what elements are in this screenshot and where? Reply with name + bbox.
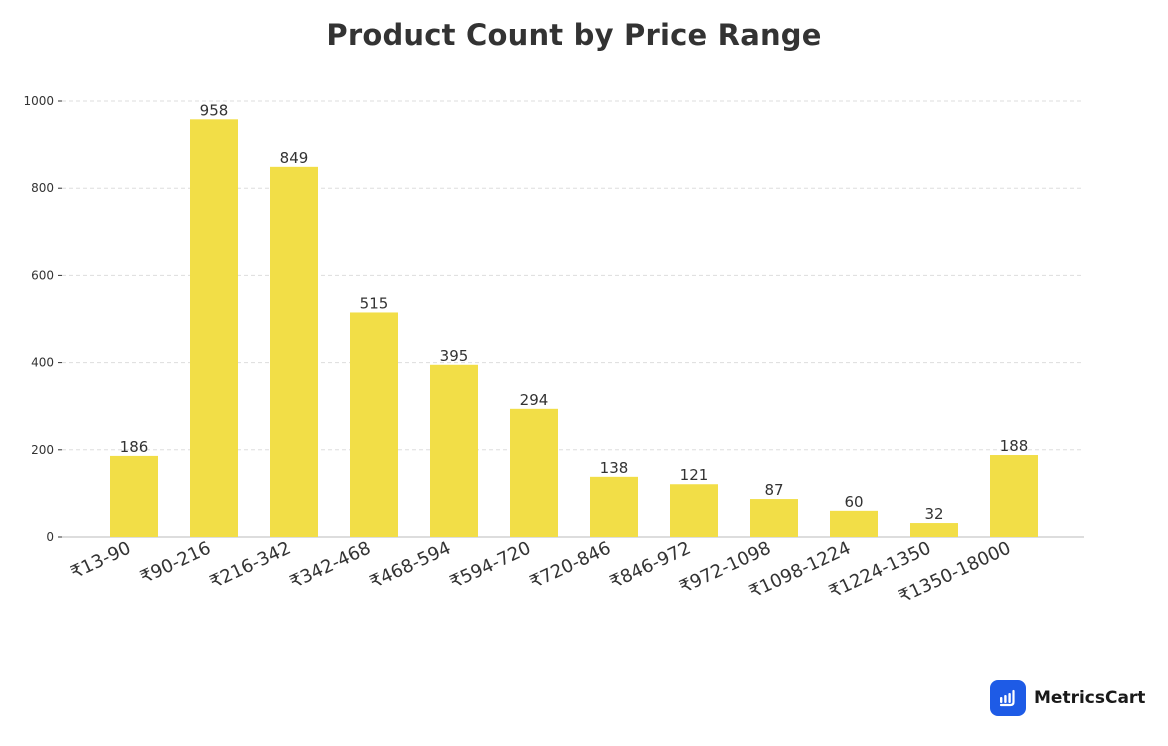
- bar: [350, 312, 398, 537]
- bar: [110, 455, 158, 537]
- data-label: 294: [520, 391, 549, 409]
- data-label: 188: [1000, 437, 1029, 455]
- y-tick-label: 0: [46, 530, 54, 544]
- y-tick-label: 800: [31, 181, 54, 195]
- x-tick-label: ₹342-468: [287, 537, 374, 593]
- data-label: 958: [200, 101, 229, 119]
- x-tick-label: ₹594-720: [447, 537, 534, 593]
- y-tick-label: 200: [31, 443, 54, 457]
- bar: [190, 119, 238, 537]
- data-label: 395: [440, 347, 469, 365]
- brand-logo: MetricsCart: [990, 680, 1145, 716]
- bar: [510, 408, 558, 537]
- bar: [830, 510, 878, 537]
- bar: [750, 499, 798, 537]
- x-tick-label: ₹720-846: [527, 537, 614, 593]
- bar: [430, 364, 478, 537]
- bar: [270, 166, 318, 537]
- data-label: 515: [360, 294, 389, 312]
- x-tick-label: ₹13-90: [67, 537, 134, 583]
- data-label: 87: [764, 481, 783, 499]
- data-label: 849: [280, 149, 309, 167]
- data-label: 32: [924, 505, 943, 523]
- bar: [590, 476, 638, 537]
- x-tick-label: ₹216-342: [207, 537, 294, 593]
- bar: [910, 523, 958, 537]
- bar: [990, 455, 1038, 537]
- chart-title: Product Count by Price Range: [326, 18, 822, 52]
- data-label: 60: [844, 493, 863, 511]
- y-tick-label: 1000: [23, 94, 54, 108]
- bar: [670, 484, 718, 537]
- bar-chart-icon: [990, 680, 1026, 716]
- x-tick-label: ₹468-594: [367, 537, 454, 593]
- data-label: 186: [120, 438, 149, 456]
- data-label: 121: [680, 466, 709, 484]
- brand-name: MetricsCart: [1034, 688, 1146, 708]
- y-tick-label: 400: [31, 356, 54, 370]
- y-tick-label: 600: [31, 268, 54, 282]
- data-label: 138: [600, 459, 629, 477]
- x-tick-label: ₹90-216: [137, 537, 214, 588]
